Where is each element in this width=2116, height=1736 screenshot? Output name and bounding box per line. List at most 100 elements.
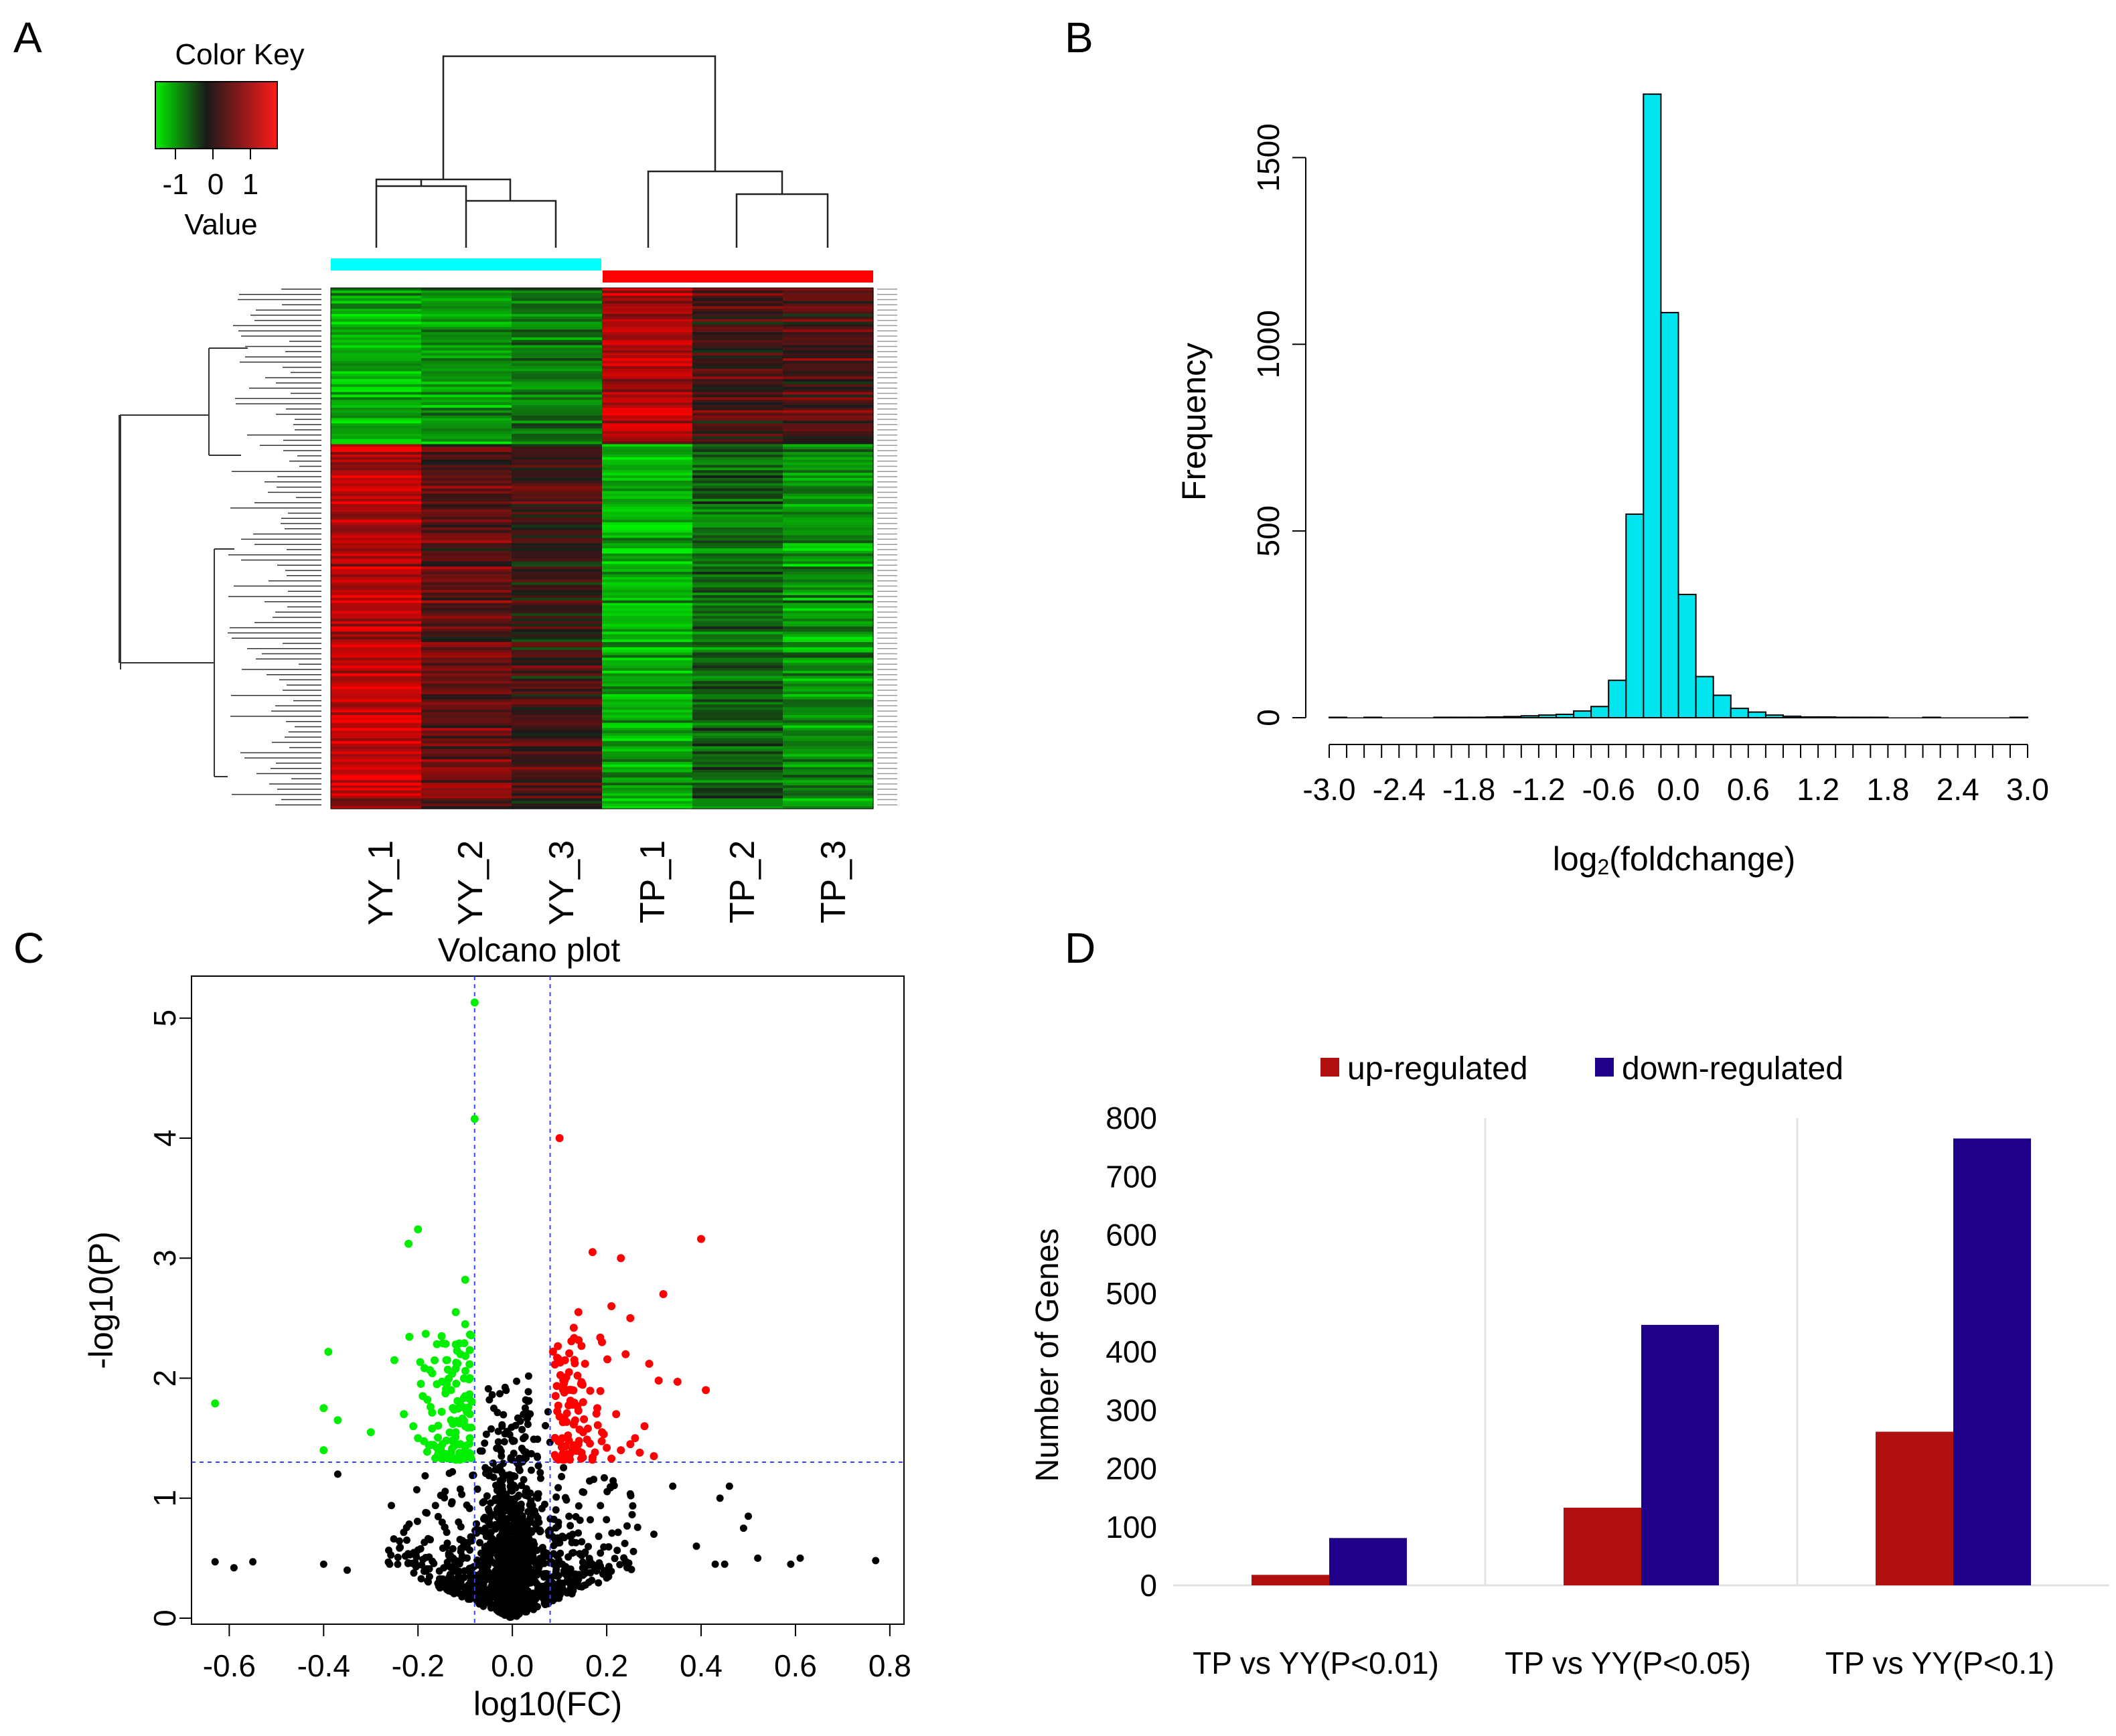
heatmap-cell [602,376,693,380]
heatmap-cell [331,548,422,552]
sample-label-yy3: YY_3 [542,840,581,925]
heatmap-cell [421,787,512,791]
heatmap-cell [692,608,783,611]
heatmap-cell [783,550,874,554]
heatmap-cell [692,295,783,299]
heatmap-cell [331,558,422,562]
volcano-up-point [575,1437,583,1445]
heatmap-cell [602,603,693,607]
volcano-down-point [443,1380,451,1389]
heatmap-cell [602,790,693,794]
heatmap-cell [331,496,422,499]
heatmap-cell [331,670,422,674]
heatmap-cell [512,673,603,677]
heatmap-cell [331,371,422,374]
volcano-point [513,1377,520,1385]
heatmap-cell [783,426,874,429]
heatmap-cell [421,313,512,317]
heatmap-cell [692,649,783,653]
heatmap-cell [783,517,874,520]
volcano-point [587,1516,594,1524]
heatmap-cell [783,368,874,372]
heatmap-cell [421,459,512,463]
heatmap-cell [692,423,783,426]
volcano-point [497,1485,505,1493]
heatmap-cell [512,767,603,771]
heatmap-cell [692,485,783,489]
volcano-up-point [650,1452,658,1460]
volcano-up-point [564,1431,573,1439]
volcano-point [412,1486,421,1494]
heatmap-cell [692,332,783,335]
volcano-down-point [434,1421,443,1430]
heatmap-cell [512,775,603,778]
heatmap-cell [692,798,783,801]
heatmap-cell [602,584,693,588]
heatmap-cell [602,405,693,408]
sample-label-tp3: TP_3 [814,840,853,923]
heatmap-cell [331,603,422,607]
heatmap-cell [783,623,874,627]
heatmap-cell [512,689,603,692]
volcano-point [465,1592,473,1600]
group-bar-yy [331,258,601,270]
heatmap-cell [512,520,603,523]
volcano-point [489,1459,497,1467]
heatmap-cell [421,725,512,729]
volcano-point [609,1477,617,1485]
heatmap-cell [783,501,874,505]
volcano-background-points [211,1372,880,1621]
heatmap-cell [602,452,693,455]
heatmap-cell [783,321,874,325]
volcano-point [501,1534,509,1543]
heatmap-cell [421,574,512,578]
histogram-bar [1747,711,1766,718]
volcano-point [579,1558,587,1566]
heatmap-cell [783,493,874,497]
heatmap-cell [512,600,603,604]
heatmap-cell [512,530,603,534]
heatmap-cell [783,538,874,541]
panel-label-a: A [13,13,42,62]
heatmap-cell [512,313,603,317]
volcano-point [558,1581,566,1589]
heatmap-cell [783,657,874,661]
heatmap-cell [421,410,512,414]
heatmap-cell [692,710,783,713]
volcano-up-point [574,1308,583,1316]
heatmap-cell [692,475,783,479]
histogram-y-tick-label: 500 [1251,505,1286,557]
volcano-x-tick-label: 0.4 [680,1648,723,1683]
volcano-point [600,1543,608,1551]
heatmap-cell [331,757,422,760]
heatmap-cell [602,457,693,461]
heatmap-cell [421,439,512,443]
volcano-point [503,1427,511,1435]
volcano-down-point [417,1380,425,1388]
heatmap-cell [602,418,693,421]
volcano-point [507,1481,515,1489]
heatmap-cell [692,316,783,320]
heatmap-cell [421,676,512,680]
heatmap-cell [783,532,874,536]
volcano-point [510,1528,518,1536]
heatmap-cell [602,548,693,552]
heatmap-cell [512,454,603,458]
heatmap-cell [512,740,603,744]
heatmap-cell [421,462,512,466]
heatmap-cell [331,712,422,716]
volcano-point [600,1567,608,1575]
heatmap-cell [331,303,422,307]
heatmap-cell [512,681,603,684]
volcano-up-point [597,1437,606,1445]
heatmap-cell [692,611,783,614]
volcano-point [595,1579,603,1587]
volcano-point [536,1528,544,1536]
volcano-point [460,1573,468,1581]
heatmap-cell [602,319,693,323]
volcano-up-point [567,1386,576,1395]
heatmap-cell [692,722,783,726]
heatmap-cell [783,410,874,414]
heatmap-cell [512,707,603,710]
volcano-point [520,1435,527,1443]
